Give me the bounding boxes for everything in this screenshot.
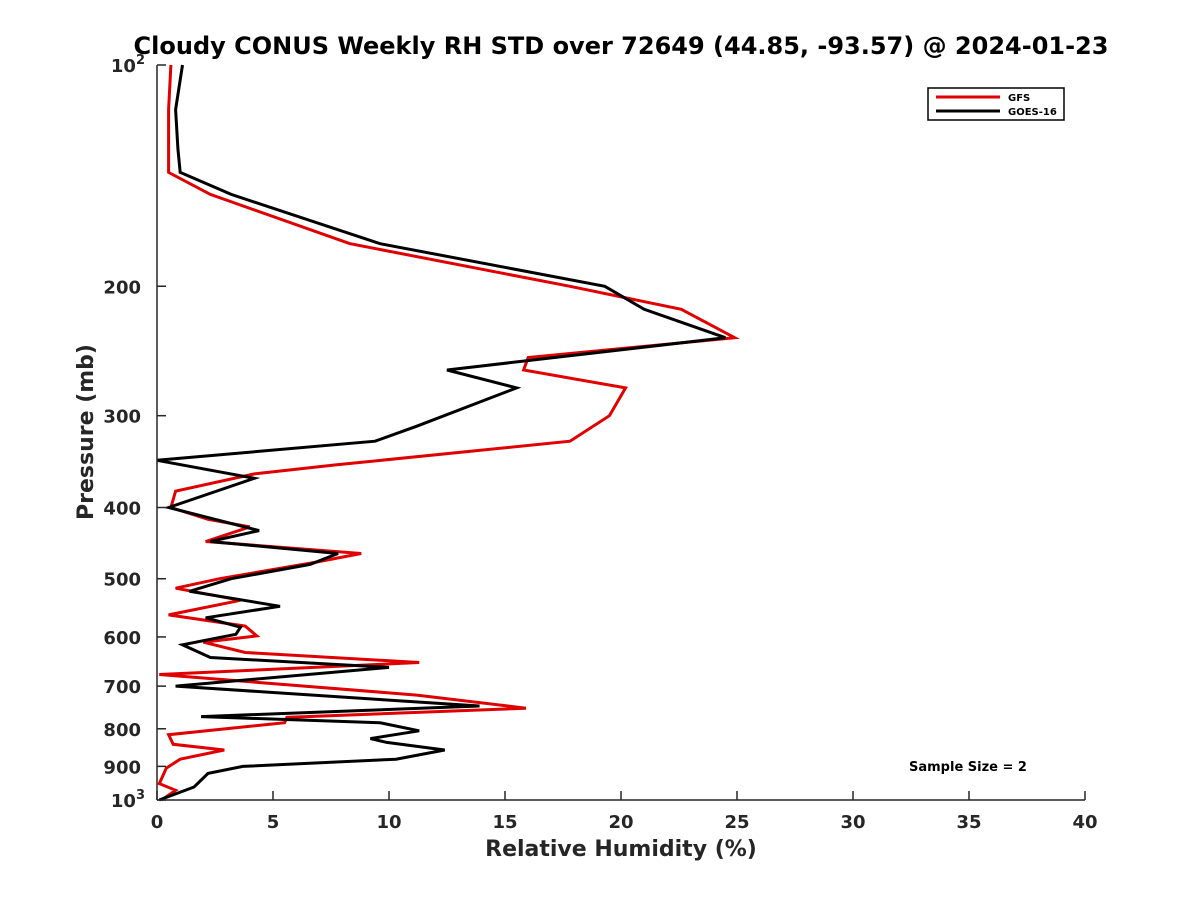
- y-tick-label: 400: [103, 499, 141, 520]
- y-tick-label: 102: [111, 53, 145, 77]
- x-tick-label: 10: [376, 812, 401, 833]
- legend-entry-label: GFS: [1008, 93, 1030, 104]
- x-tick-label: 0: [151, 812, 164, 833]
- legend-entry-label: GOES-16: [1008, 107, 1057, 118]
- axes-layer: 0 5 10 15 20 25 30 35 40 102 200 300 400 500 600 700 800…: [103, 53, 1097, 833]
- y-tick-label: 800: [103, 720, 141, 741]
- x-tick-label: 25: [724, 812, 749, 833]
- chart-title: Cloudy CONUS Weekly RH STD over 72649 (4…: [134, 32, 1109, 60]
- legend: GFS GOES-16: [927, 87, 1065, 121]
- y-tick-label: 700: [103, 677, 141, 698]
- series-layer: [156, 64, 740, 802]
- y-tick-label: 900: [103, 757, 141, 778]
- y-tick-label: 500: [103, 570, 141, 591]
- y-axis-label: Pressure (mb): [74, 344, 99, 520]
- x-tick-label: 5: [267, 812, 280, 833]
- y-tick-label: 300: [103, 407, 141, 428]
- x-axis-label: Relative Humidity (%): [485, 837, 757, 862]
- x-tick-label: 40: [1072, 812, 1097, 833]
- y-tick-label: 200: [103, 277, 141, 298]
- y-tick-label: 600: [103, 628, 141, 649]
- x-tick-label: 35: [956, 812, 981, 833]
- y-tick-label: 103: [111, 788, 145, 812]
- series-line-goes-16: [156, 64, 726, 802]
- x-tick-label: 20: [608, 812, 633, 833]
- x-tick-label: 15: [492, 812, 517, 833]
- legend-box: [927, 87, 1065, 121]
- x-tick-label: 30: [840, 812, 865, 833]
- sample-size-annotation: Sample Size = 2: [909, 760, 1027, 775]
